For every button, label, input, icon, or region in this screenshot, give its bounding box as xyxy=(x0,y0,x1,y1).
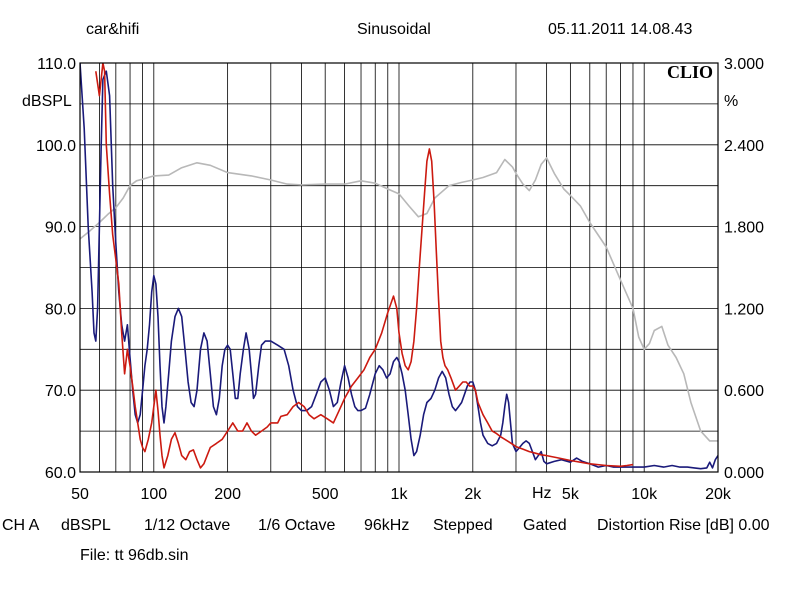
y-tick-label: 110.0 xyxy=(37,56,76,73)
y-tick-label: 70.0 xyxy=(45,383,76,400)
y-tick-label: 100.0 xyxy=(36,138,76,155)
series-line-1 xyxy=(80,63,718,470)
footer-resolution: 1/12 Octave xyxy=(144,517,231,534)
x-tick-label: 50 xyxy=(71,486,89,503)
x-unit-label: Hz xyxy=(532,485,552,502)
x-tick-label: 100 xyxy=(140,486,167,503)
x-tick-label: 2k xyxy=(464,486,482,503)
y-tick-label: 80.0 xyxy=(45,301,76,318)
x-tick-label: 10k xyxy=(631,486,658,503)
x-tick-label: 200 xyxy=(214,486,241,503)
x-tick-label: 20k xyxy=(705,486,732,503)
y-axis-label: dBSPL xyxy=(22,93,72,110)
x-tick-label: 1k xyxy=(391,486,409,503)
y-tick-label: 90.0 xyxy=(45,220,76,237)
y2-tick-label: 0.600 xyxy=(724,383,764,400)
x-axis-ticks: 50 100 200 500 1k 2k 5k 10k 20k xyxy=(71,486,732,503)
x-tick-label: 500 xyxy=(312,486,339,503)
y2-axis-ticks: 0.000 0.600 1.200 1.800 2.400 3.000 xyxy=(724,56,764,482)
y2-tick-label: 1.800 xyxy=(724,220,764,237)
y2-tick-label: 0.000 xyxy=(724,465,764,482)
series-line-0 xyxy=(80,157,718,442)
plot-frame xyxy=(79,62,719,473)
chart-grid xyxy=(80,63,718,472)
footer-samplerate: 96kHz xyxy=(364,517,410,534)
footer-distortion-rise: Distortion Rise [dB] 0.00 xyxy=(597,517,770,534)
series-line-2 xyxy=(95,63,634,469)
footer-unit: dBSPL xyxy=(61,517,111,534)
footer-sweep: Stepped xyxy=(433,517,493,534)
y2-tick-label: 3.000 xyxy=(724,56,764,73)
footer-file: File: tt 96db.sin xyxy=(80,547,189,564)
header-left: car&hifi xyxy=(86,21,140,38)
y-tick-label: 60.0 xyxy=(45,465,76,482)
y2-tick-label: 1.200 xyxy=(724,301,764,318)
x-tick-label: 5k xyxy=(562,486,580,503)
footer-channel: CH A xyxy=(2,517,40,534)
footer-window: Gated xyxy=(523,517,567,534)
y2-axis-label: % xyxy=(724,93,739,110)
y2-tick-label: 2.400 xyxy=(724,138,764,155)
footer-smoothing: 1/6 Octave xyxy=(258,517,336,534)
header-right: 05.11.2011 14.08.43 xyxy=(548,21,693,38)
chart-curves xyxy=(80,63,718,470)
y-axis-ticks: 60.0 70.0 80.0 90.0 100.0 110.0 xyxy=(36,56,76,482)
clio-logo: CLIO xyxy=(667,62,714,82)
header-center: Sinusoidal xyxy=(357,21,431,38)
